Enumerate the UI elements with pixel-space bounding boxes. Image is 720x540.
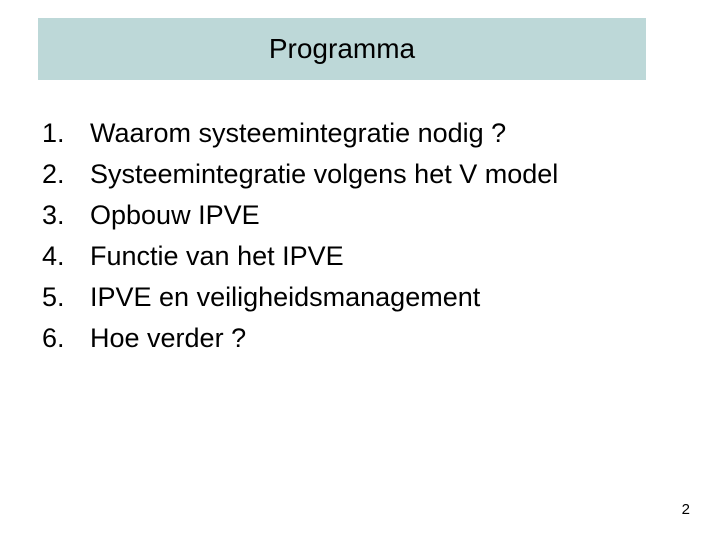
slide-title: Programma: [269, 33, 415, 65]
item-text: IPVE en veiligheidsmanagement: [90, 282, 480, 313]
list-item: 3. Opbouw IPVE: [42, 200, 558, 231]
item-number: 3.: [42, 200, 90, 231]
item-number: 2.: [42, 159, 90, 190]
item-text: Opbouw IPVE: [90, 200, 260, 231]
item-text: Waarom systeemintegratie nodig ?: [90, 118, 506, 149]
list-item: 6. Hoe verder ?: [42, 323, 558, 354]
item-number: 4.: [42, 241, 90, 272]
item-text: Functie van het IPVE: [90, 241, 344, 272]
list-item: 4. Functie van het IPVE: [42, 241, 558, 272]
list-item: 1. Waarom systeemintegratie nodig ?: [42, 118, 558, 149]
page-number: 2: [682, 501, 690, 518]
agenda-list: 1. Waarom systeemintegratie nodig ? 2. S…: [42, 118, 558, 364]
item-number: 6.: [42, 323, 90, 354]
list-item: 5. IPVE en veiligheidsmanagement: [42, 282, 558, 313]
item-text: Hoe verder ?: [90, 323, 246, 354]
list-item: 2. Systeemintegratie volgens het V model: [42, 159, 558, 190]
item-number: 1.: [42, 118, 90, 149]
title-bar: Programma: [38, 18, 646, 80]
item-number: 5.: [42, 282, 90, 313]
item-text: Systeemintegratie volgens het V model: [90, 159, 558, 190]
